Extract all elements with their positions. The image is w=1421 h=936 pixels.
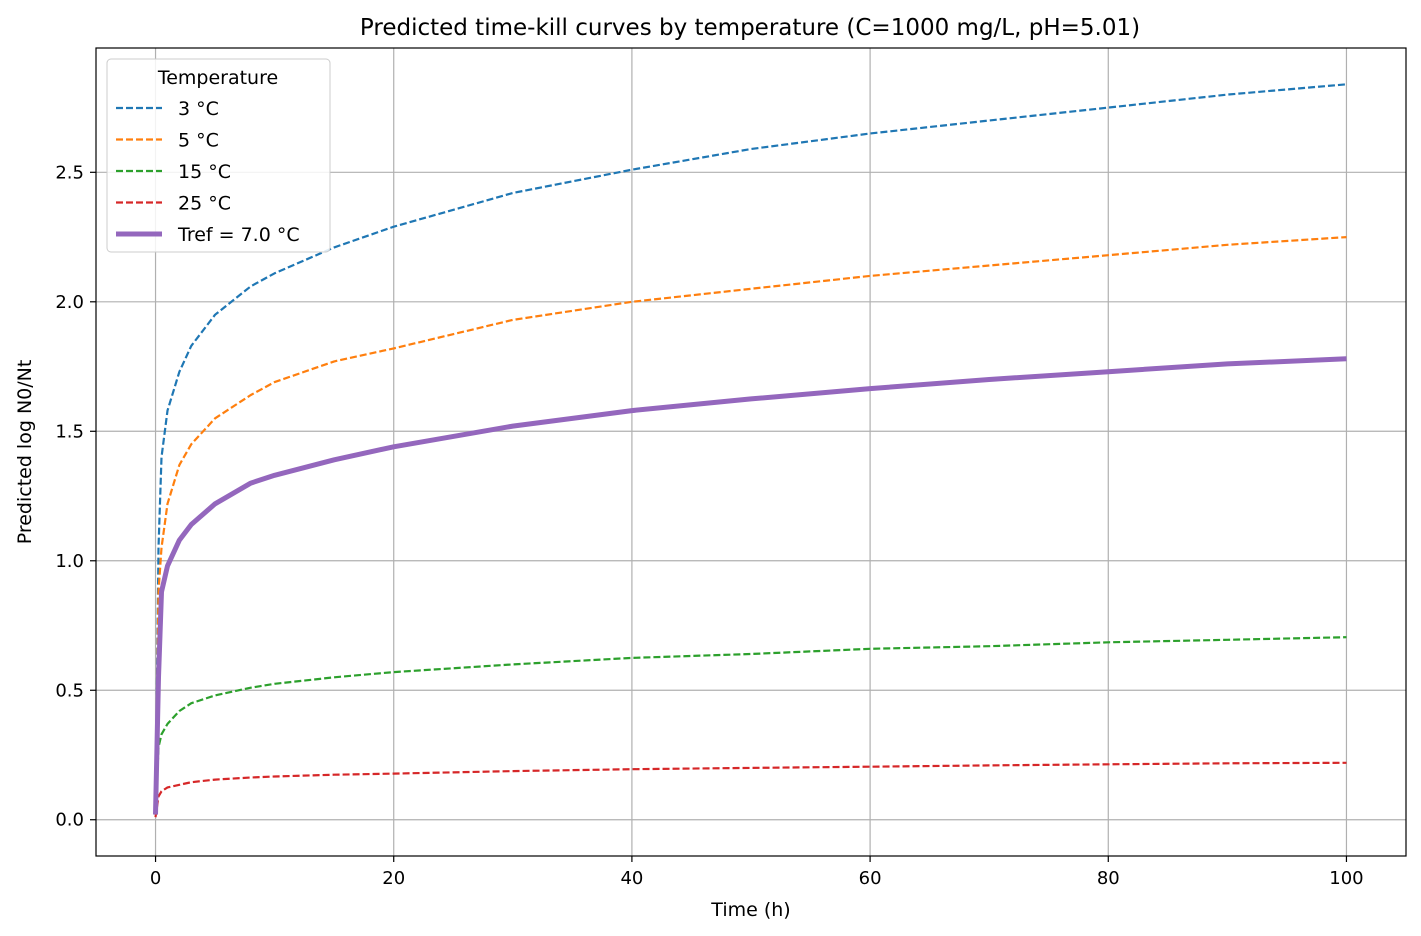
x-tick-label: 60 (859, 868, 882, 889)
y-tick-label: 1.0 (55, 551, 84, 572)
x-axis-ticks: 0 20 40 60 80 100 (150, 856, 1364, 889)
series-line-3-c (154, 83, 1347, 815)
legend-label-tref-7-0-c: Tref = 7.0 °C (177, 224, 300, 246)
y-tick-label: 0.0 (55, 810, 84, 831)
x-tick-label: 0 (150, 868, 161, 889)
legend-label-3-c: 3 °C (178, 98, 219, 120)
legend-box (106, 58, 331, 253)
series-line-15-c (154, 636, 1347, 815)
legend-label-5-c: 5 °C (178, 130, 219, 152)
series-line-25-c (154, 761, 1347, 818)
y-tick-label: 0.5 (55, 680, 84, 701)
x-tick-label: 20 (382, 868, 405, 889)
legend-label-25-c: 25 °C (178, 193, 231, 215)
legend: Temperature 3 °C 5 °C 15 °C 25 °C Tref = 7.0… (106, 58, 331, 253)
x-tick-label: 40 (620, 868, 643, 889)
plot-area-frame (95, 47, 1407, 857)
y-axis-label: Predicted log N0/Nt (14, 360, 36, 545)
legend-label-15-c: 15 °C (178, 161, 231, 183)
y-axis-ticks: 0.0 0.5 1.0 1.5 2.0 2.5 (55, 162, 96, 831)
series-line-tref-7-0-c (153, 356, 1347, 815)
y-tick-label: 2.0 (55, 292, 84, 313)
series-line-5-c (154, 236, 1347, 815)
series-lines (153, 83, 1347, 818)
chart-title: Predicted time-kill curves by temperatur… (360, 15, 1140, 41)
x-axis-label: Time (h) (710, 899, 790, 921)
y-tick-label: 2.5 (55, 162, 84, 183)
x-tick-label: 100 (1329, 868, 1363, 889)
x-tick-label: 80 (1097, 868, 1120, 889)
legend-title: Temperature (157, 67, 278, 89)
y-tick-label: 1.5 (55, 421, 84, 442)
